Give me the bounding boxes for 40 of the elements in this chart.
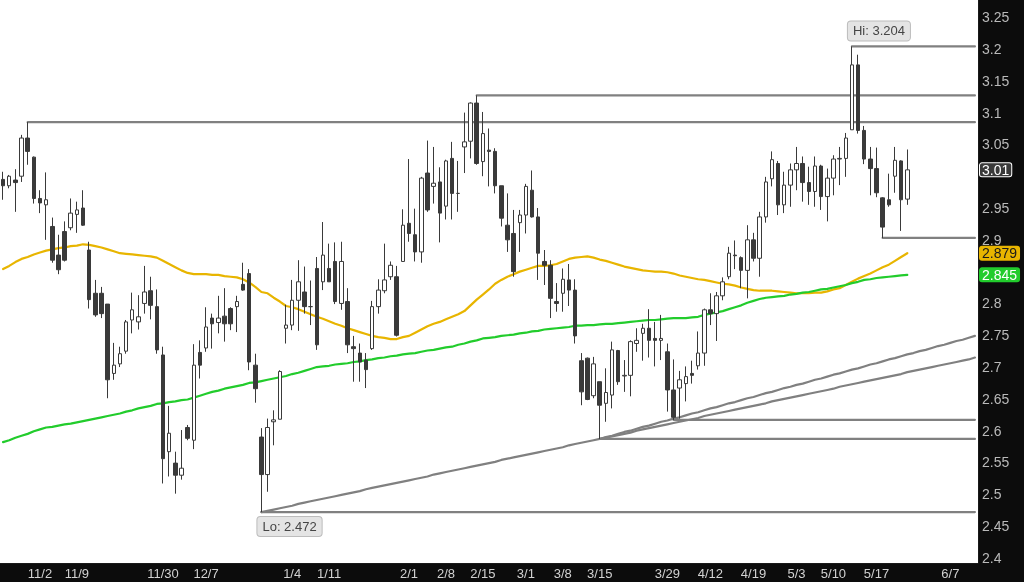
x-tick-label: 3/1 bbox=[516, 566, 535, 581]
x-tick-label: 5/3 bbox=[787, 566, 806, 581]
y-tick-label: 3.05 bbox=[982, 136, 1010, 153]
x-tick-label: 3/29 bbox=[654, 566, 681, 581]
x-tick-label: 2/1 bbox=[400, 566, 419, 581]
y-tick-label: 2.95 bbox=[982, 200, 1010, 217]
x-tick-label: 5/17 bbox=[863, 566, 890, 581]
y-tick-label: 2.65 bbox=[982, 390, 1010, 407]
x-tick-label: 4/12 bbox=[697, 566, 724, 581]
x-tick-label: 1/11 bbox=[316, 566, 342, 581]
x-tick-label: 3/15 bbox=[587, 566, 613, 581]
y-tick-label: 2.9 bbox=[982, 231, 1002, 248]
annotation: 2.845 bbox=[982, 266, 1018, 283]
x-tick-label: 11/2 bbox=[27, 566, 53, 581]
x-tick-label: 3/8 bbox=[553, 566, 572, 581]
y-tick-label: 2.45 bbox=[982, 518, 1010, 535]
annotation: 2.879 bbox=[982, 245, 1018, 262]
x-tick-label: 4/19 bbox=[740, 566, 767, 581]
y-tick-label: 3.1 bbox=[982, 104, 1002, 121]
y-tick-label: 2.4 bbox=[982, 549, 1002, 566]
x-tick-label: 11/30 bbox=[147, 566, 179, 581]
x-tick-label: 2/8 bbox=[436, 566, 455, 581]
y-tick-label: 3.2 bbox=[982, 40, 1002, 57]
y-tick-label: 2.75 bbox=[982, 327, 1010, 344]
x-tick-label: 11/9 bbox=[64, 566, 90, 581]
x-tick-label: 2/15 bbox=[470, 566, 496, 581]
annotation: Lo: 2.472 bbox=[262, 519, 317, 535]
annotation: 3.01 bbox=[982, 161, 1010, 178]
y-tick-label: 2.8 bbox=[982, 295, 1002, 312]
y-tick-label: 3.15 bbox=[982, 72, 1010, 89]
x-tick-label: 12/7 bbox=[193, 566, 219, 581]
annotation: Hi: 3.204 bbox=[852, 23, 905, 39]
x-tick-label: 6/7 bbox=[941, 566, 960, 581]
y-tick-label: 3.25 bbox=[982, 9, 1010, 26]
y-tick-label: 2.5 bbox=[982, 486, 1002, 503]
y-tick-label: 2.55 bbox=[982, 454, 1010, 471]
x-tick-label: 5/10 bbox=[820, 566, 847, 581]
y-tick-label: 2.6 bbox=[982, 422, 1002, 439]
y-tick-label: 2.7 bbox=[982, 359, 1002, 376]
x-tick-label: 1/4 bbox=[283, 566, 302, 581]
